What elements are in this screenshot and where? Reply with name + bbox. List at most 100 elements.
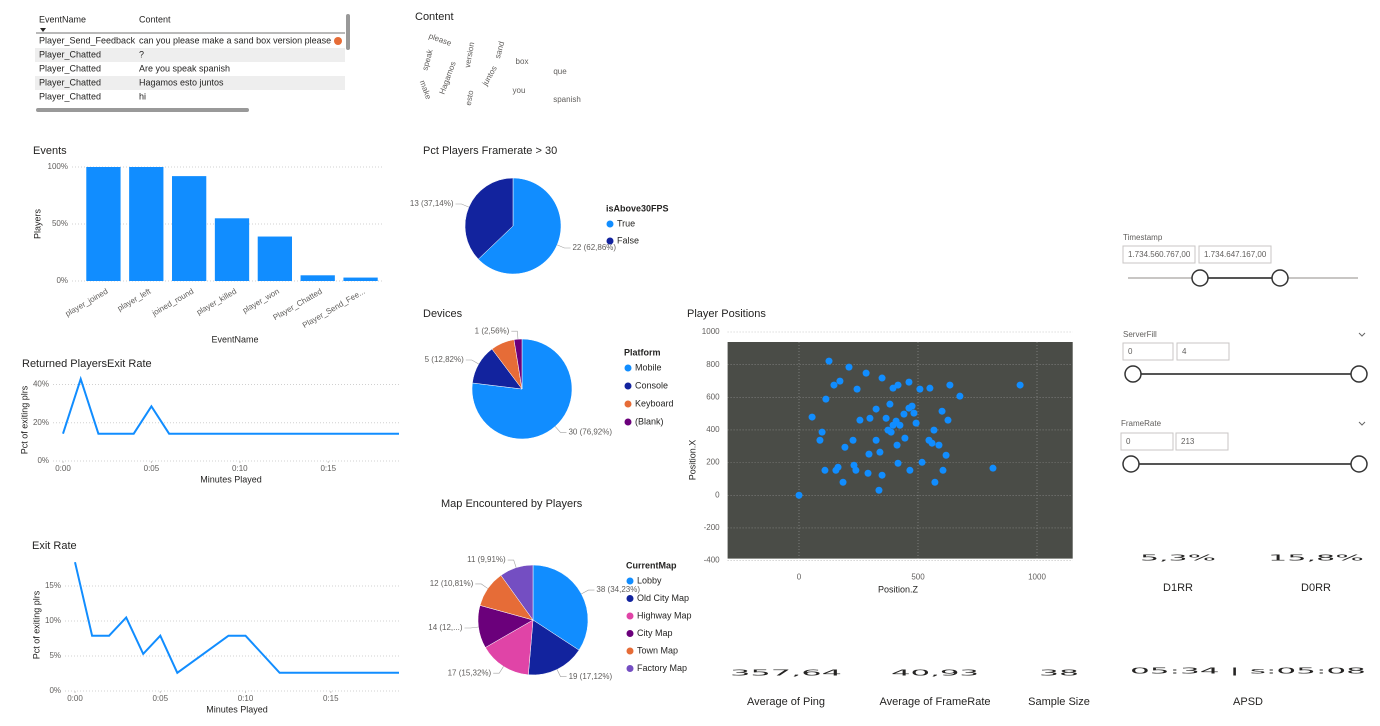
slicer-input-value[interactable]: 0 [1128,347,1133,356]
scatter-point[interactable] [931,478,939,486]
scatter-point[interactable] [908,402,916,410]
scatter-point[interactable] [918,458,926,466]
legend-label[interactable]: Town Map [637,645,678,655]
scatter-point[interactable] [830,381,838,389]
legend-label[interactable]: True [617,218,635,228]
scatter-point[interactable] [886,400,894,408]
legend-label[interactable]: Highway Map [637,610,692,620]
scatter-point[interactable] [865,450,873,458]
scatter-point[interactable] [836,377,844,385]
slicer-input-value[interactable]: 1.734.647.167,00 [1204,250,1267,259]
legend-marker[interactable] [624,400,632,408]
scatter-point[interactable] [894,459,902,467]
scatter-point[interactable] [944,416,952,424]
slider-handle[interactable] [1271,269,1289,287]
slider-handle[interactable] [1350,455,1368,473]
slider-handle[interactable] [1191,269,1209,287]
scatter-point[interactable] [894,381,902,389]
scatter-point[interactable] [935,441,943,449]
slicer-input[interactable] [1122,245,1196,264]
slider-handle[interactable] [1350,365,1368,383]
slicer-input[interactable] [1175,432,1229,451]
scatter-point[interactable] [1016,381,1024,389]
scatter-point[interactable] [946,381,954,389]
slicer-input-value[interactable]: 1.734.560.767,00 [1128,250,1191,259]
slicer-input[interactable] [1120,432,1174,451]
scatter-point[interactable] [856,416,864,424]
scatter-point[interactable] [825,357,833,365]
scatter-point[interactable] [822,395,830,403]
scatter-point[interactable] [872,405,880,413]
scatter-point[interactable] [989,464,997,472]
scatter-point[interactable] [956,392,964,400]
scatter-point[interactable] [862,369,870,377]
legend-label[interactable]: Mobile [635,362,662,372]
legend-marker[interactable] [624,418,632,426]
slicer-input[interactable] [1122,342,1174,361]
scatter-point[interactable] [905,378,913,386]
scatter-point[interactable] [841,443,849,451]
column-header[interactable]: EventName [39,14,86,24]
legend-marker[interactable] [624,364,632,372]
scatter-point[interactable] [878,471,886,479]
scatter-point[interactable] [926,384,934,392]
scatter-point[interactable] [818,428,826,436]
scatter-point[interactable] [839,478,847,486]
scatter-point[interactable] [808,413,816,421]
table-v-scrollbar[interactable] [346,14,350,50]
scatter-point[interactable] [876,448,884,456]
scatter-point[interactable] [875,486,883,494]
scatter-point[interactable] [901,434,909,442]
scatter-point[interactable] [896,421,904,429]
slicer-input-value[interactable]: 4 [1182,347,1187,356]
scatter-point[interactable] [795,491,803,499]
scatter-point[interactable] [853,385,861,393]
legend-marker[interactable] [606,237,614,245]
scatter-point[interactable] [906,466,914,474]
scatter-point[interactable] [845,363,853,371]
scatter-point[interactable] [900,410,908,418]
legend-marker[interactable] [626,647,634,655]
legend-marker[interactable] [626,665,634,672]
slicer-input-value[interactable]: 0 [1126,437,1131,446]
scatter-point[interactable] [930,426,938,434]
legend-label[interactable]: Console [635,380,668,390]
legend-label[interactable]: Keyboard [635,398,674,408]
legend-label[interactable]: City Map [637,628,673,638]
column-header[interactable]: Content [139,14,171,24]
scatter-point[interactable] [866,414,874,422]
scatter-point[interactable] [816,436,824,444]
legend-marker[interactable] [626,577,634,585]
slicer-chevron[interactable] [1358,332,1366,337]
legend-marker[interactable] [626,612,634,620]
scatter-point[interactable] [912,419,920,427]
legend-marker[interactable] [626,595,634,602]
scatter-point[interactable] [938,407,946,415]
legend-marker[interactable] [624,382,632,390]
legend-label[interactable]: Factory Map [637,663,687,673]
slicer-input-value[interactable]: 213 [1181,437,1195,446]
legend-label[interactable]: Old City Map [637,593,689,603]
scatter-point[interactable] [821,466,829,474]
scatter-point[interactable] [882,414,890,422]
scatter-point[interactable] [849,436,857,444]
scatter-point[interactable] [910,409,918,417]
scatter-point[interactable] [872,436,880,444]
slider-handle[interactable] [1122,455,1140,473]
table-h-scrollbar[interactable] [36,108,249,112]
scatter-point[interactable] [887,428,895,436]
scatter-point[interactable] [864,469,872,477]
legend-label[interactable]: Lobby [637,575,662,585]
scatter-point[interactable] [878,374,886,382]
slicer-chevron[interactable] [1358,421,1366,426]
scatter-point[interactable] [852,466,860,474]
sort-indicator[interactable] [40,28,46,32]
slicer-input[interactable] [1176,342,1230,361]
scatter-point[interactable] [942,451,950,459]
slicer-input[interactable] [1198,245,1272,264]
scatter-point[interactable] [893,441,901,449]
scatter-point[interactable] [916,385,924,393]
legend-marker[interactable] [606,220,614,228]
scatter-point[interactable] [928,439,936,447]
scatter-point[interactable] [939,466,947,474]
